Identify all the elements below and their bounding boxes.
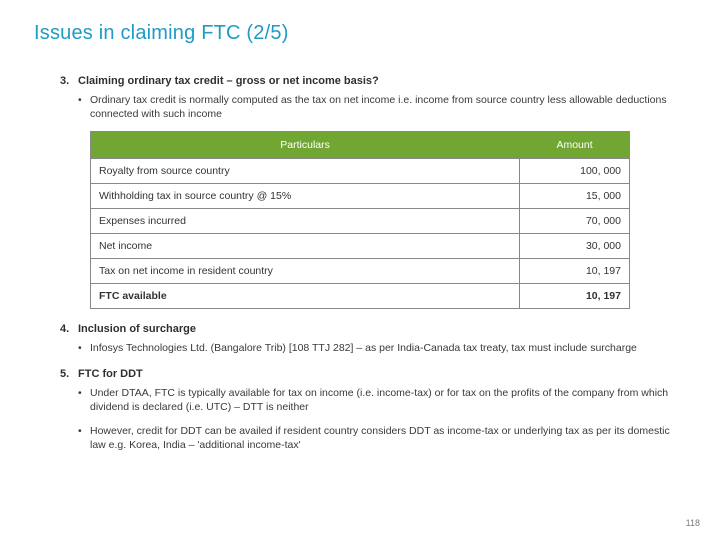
item-5-bullet-1-text: Under DTAA, FTC is typically available f… — [90, 386, 686, 414]
ftc-table: Particulars Amount Royalty from source c… — [90, 131, 630, 309]
item-5-text: FTC for DDT — [78, 368, 143, 380]
item-4-bullet-text: Infosys Technologies Ltd. (Bangalore Tri… — [90, 341, 637, 355]
cell-particulars: Expenses incurred — [91, 209, 520, 234]
item-5-bullet-2-text: However, credit for DDT can be availed i… — [90, 424, 686, 452]
bullet-dot-icon: • — [78, 424, 90, 452]
table-row: FTC available10, 197 — [91, 284, 630, 309]
slide-title: Issues in claiming FTC (2/5) — [0, 0, 720, 45]
cell-amount: 100, 000 — [520, 159, 630, 184]
slide-content: 3. Claiming ordinary tax credit – gross … — [0, 45, 720, 452]
table-header-row: Particulars Amount — [91, 132, 630, 159]
item-3-bullet: • Ordinary tax credit is normally comput… — [78, 93, 686, 121]
item-3-bullet-text: Ordinary tax credit is normally computed… — [90, 93, 686, 121]
bullet-dot-icon: • — [78, 341, 90, 355]
item-3-num: 3. — [60, 75, 78, 87]
cell-amount: 70, 000 — [520, 209, 630, 234]
ftc-table-wrap: Particulars Amount Royalty from source c… — [90, 131, 630, 309]
cell-particulars: Net income — [91, 234, 520, 259]
item-3-heading: 3. Claiming ordinary tax credit – gross … — [60, 75, 686, 87]
cell-amount: 10, 197 — [520, 284, 630, 309]
table-row: Tax on net income in resident country10,… — [91, 259, 630, 284]
cell-particulars: Withholding tax in source country @ 15% — [91, 184, 520, 209]
table-row: Withholding tax in source country @ 15%1… — [91, 184, 630, 209]
cell-amount: 30, 000 — [520, 234, 630, 259]
col-amount: Amount — [520, 132, 630, 159]
table-row: Expenses incurred70, 000 — [91, 209, 630, 234]
cell-amount: 15, 000 — [520, 184, 630, 209]
item-4-text: Inclusion of surcharge — [78, 323, 196, 335]
cell-particulars: FTC available — [91, 284, 520, 309]
table-row: Net income30, 000 — [91, 234, 630, 259]
cell-amount: 10, 197 — [520, 259, 630, 284]
bullet-dot-icon: • — [78, 93, 90, 121]
col-particulars: Particulars — [91, 132, 520, 159]
bullet-dot-icon: • — [78, 386, 90, 414]
item-3-text: Claiming ordinary tax credit – gross or … — [78, 75, 379, 87]
item-5-num: 5. — [60, 368, 78, 380]
page-number: 118 — [686, 518, 700, 528]
item-5-bullet-1: • Under DTAA, FTC is typically available… — [78, 386, 686, 414]
item-4-heading: 4. Inclusion of surcharge — [60, 323, 686, 335]
item-4-bullet: • Infosys Technologies Ltd. (Bangalore T… — [78, 341, 686, 355]
item-5-bullet-2: • However, credit for DDT can be availed… — [78, 424, 686, 452]
table-row: Royalty from source country100, 000 — [91, 159, 630, 184]
cell-particulars: Royalty from source country — [91, 159, 520, 184]
item-4-num: 4. — [60, 323, 78, 335]
item-5-heading: 5. FTC for DDT — [60, 368, 686, 380]
cell-particulars: Tax on net income in resident country — [91, 259, 520, 284]
